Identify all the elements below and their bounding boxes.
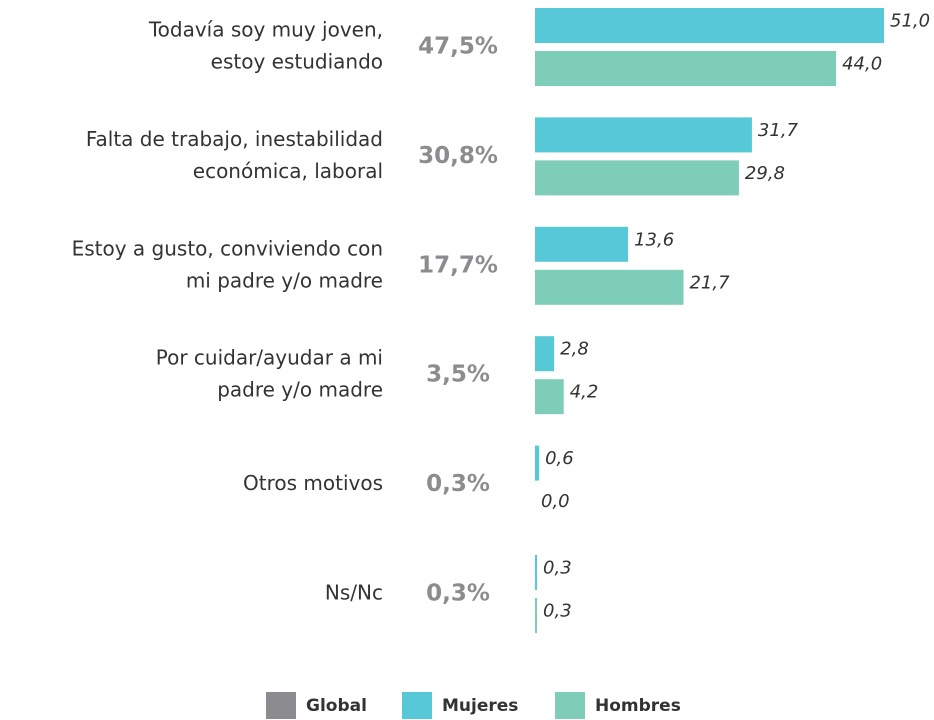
legend-swatch bbox=[266, 692, 296, 719]
bar bbox=[535, 160, 739, 196]
category-label: Ns/Nc bbox=[325, 581, 383, 605]
value-label: 0,3 bbox=[543, 601, 572, 622]
category-label: mi padre y/o madre bbox=[186, 268, 383, 292]
legend-swatch bbox=[402, 692, 432, 719]
legend-label: Global bbox=[306, 696, 367, 716]
global-value: 3,5% bbox=[426, 362, 490, 388]
value-label: 2,8 bbox=[560, 339, 589, 360]
category-label: Falta de trabajo, inestabilidad bbox=[86, 127, 383, 151]
category-label: Todavía soy muy joven, bbox=[148, 18, 383, 42]
bar bbox=[535, 51, 837, 86]
value-label: 13,6 bbox=[634, 229, 674, 250]
value-label: 44,0 bbox=[842, 54, 882, 75]
global-value: 30,8% bbox=[418, 143, 498, 169]
bar bbox=[535, 379, 564, 415]
bar bbox=[535, 555, 538, 590]
bar bbox=[535, 269, 684, 305]
bar bbox=[535, 598, 538, 633]
category-label: económica, laboral bbox=[193, 159, 383, 183]
legend-swatch bbox=[555, 692, 585, 719]
value-label: 51,0 bbox=[890, 11, 930, 32]
value-label: 4,2 bbox=[570, 382, 599, 403]
global-value: 47,5% bbox=[418, 34, 498, 60]
category-label: estoy estudiando bbox=[211, 50, 383, 74]
legend-label: Mujeres bbox=[442, 696, 518, 716]
bar bbox=[535, 336, 555, 372]
category-label: Estoy a gusto, conviviendo con bbox=[72, 236, 383, 260]
value-label: 31,7 bbox=[758, 120, 799, 141]
legend-label: Hombres bbox=[595, 696, 681, 716]
bar bbox=[535, 8, 884, 43]
global-value: 17,7% bbox=[418, 252, 498, 278]
value-label: 0,0 bbox=[541, 491, 570, 512]
value-label: 0,3 bbox=[543, 558, 572, 579]
category-label: Por cuidar/ayudar a mi bbox=[156, 346, 383, 370]
value-label: 0,6 bbox=[545, 448, 574, 469]
bar bbox=[535, 445, 540, 481]
category-label: Otros motivos bbox=[243, 471, 383, 495]
value-label: 29,8 bbox=[745, 163, 785, 184]
bar bbox=[535, 226, 629, 262]
bar bbox=[535, 117, 752, 153]
global-value: 0,3% bbox=[426, 471, 490, 497]
category-label: padre y/o madre bbox=[217, 378, 383, 402]
global-value: 0,3% bbox=[426, 581, 490, 607]
value-label: 21,7 bbox=[689, 272, 730, 293]
